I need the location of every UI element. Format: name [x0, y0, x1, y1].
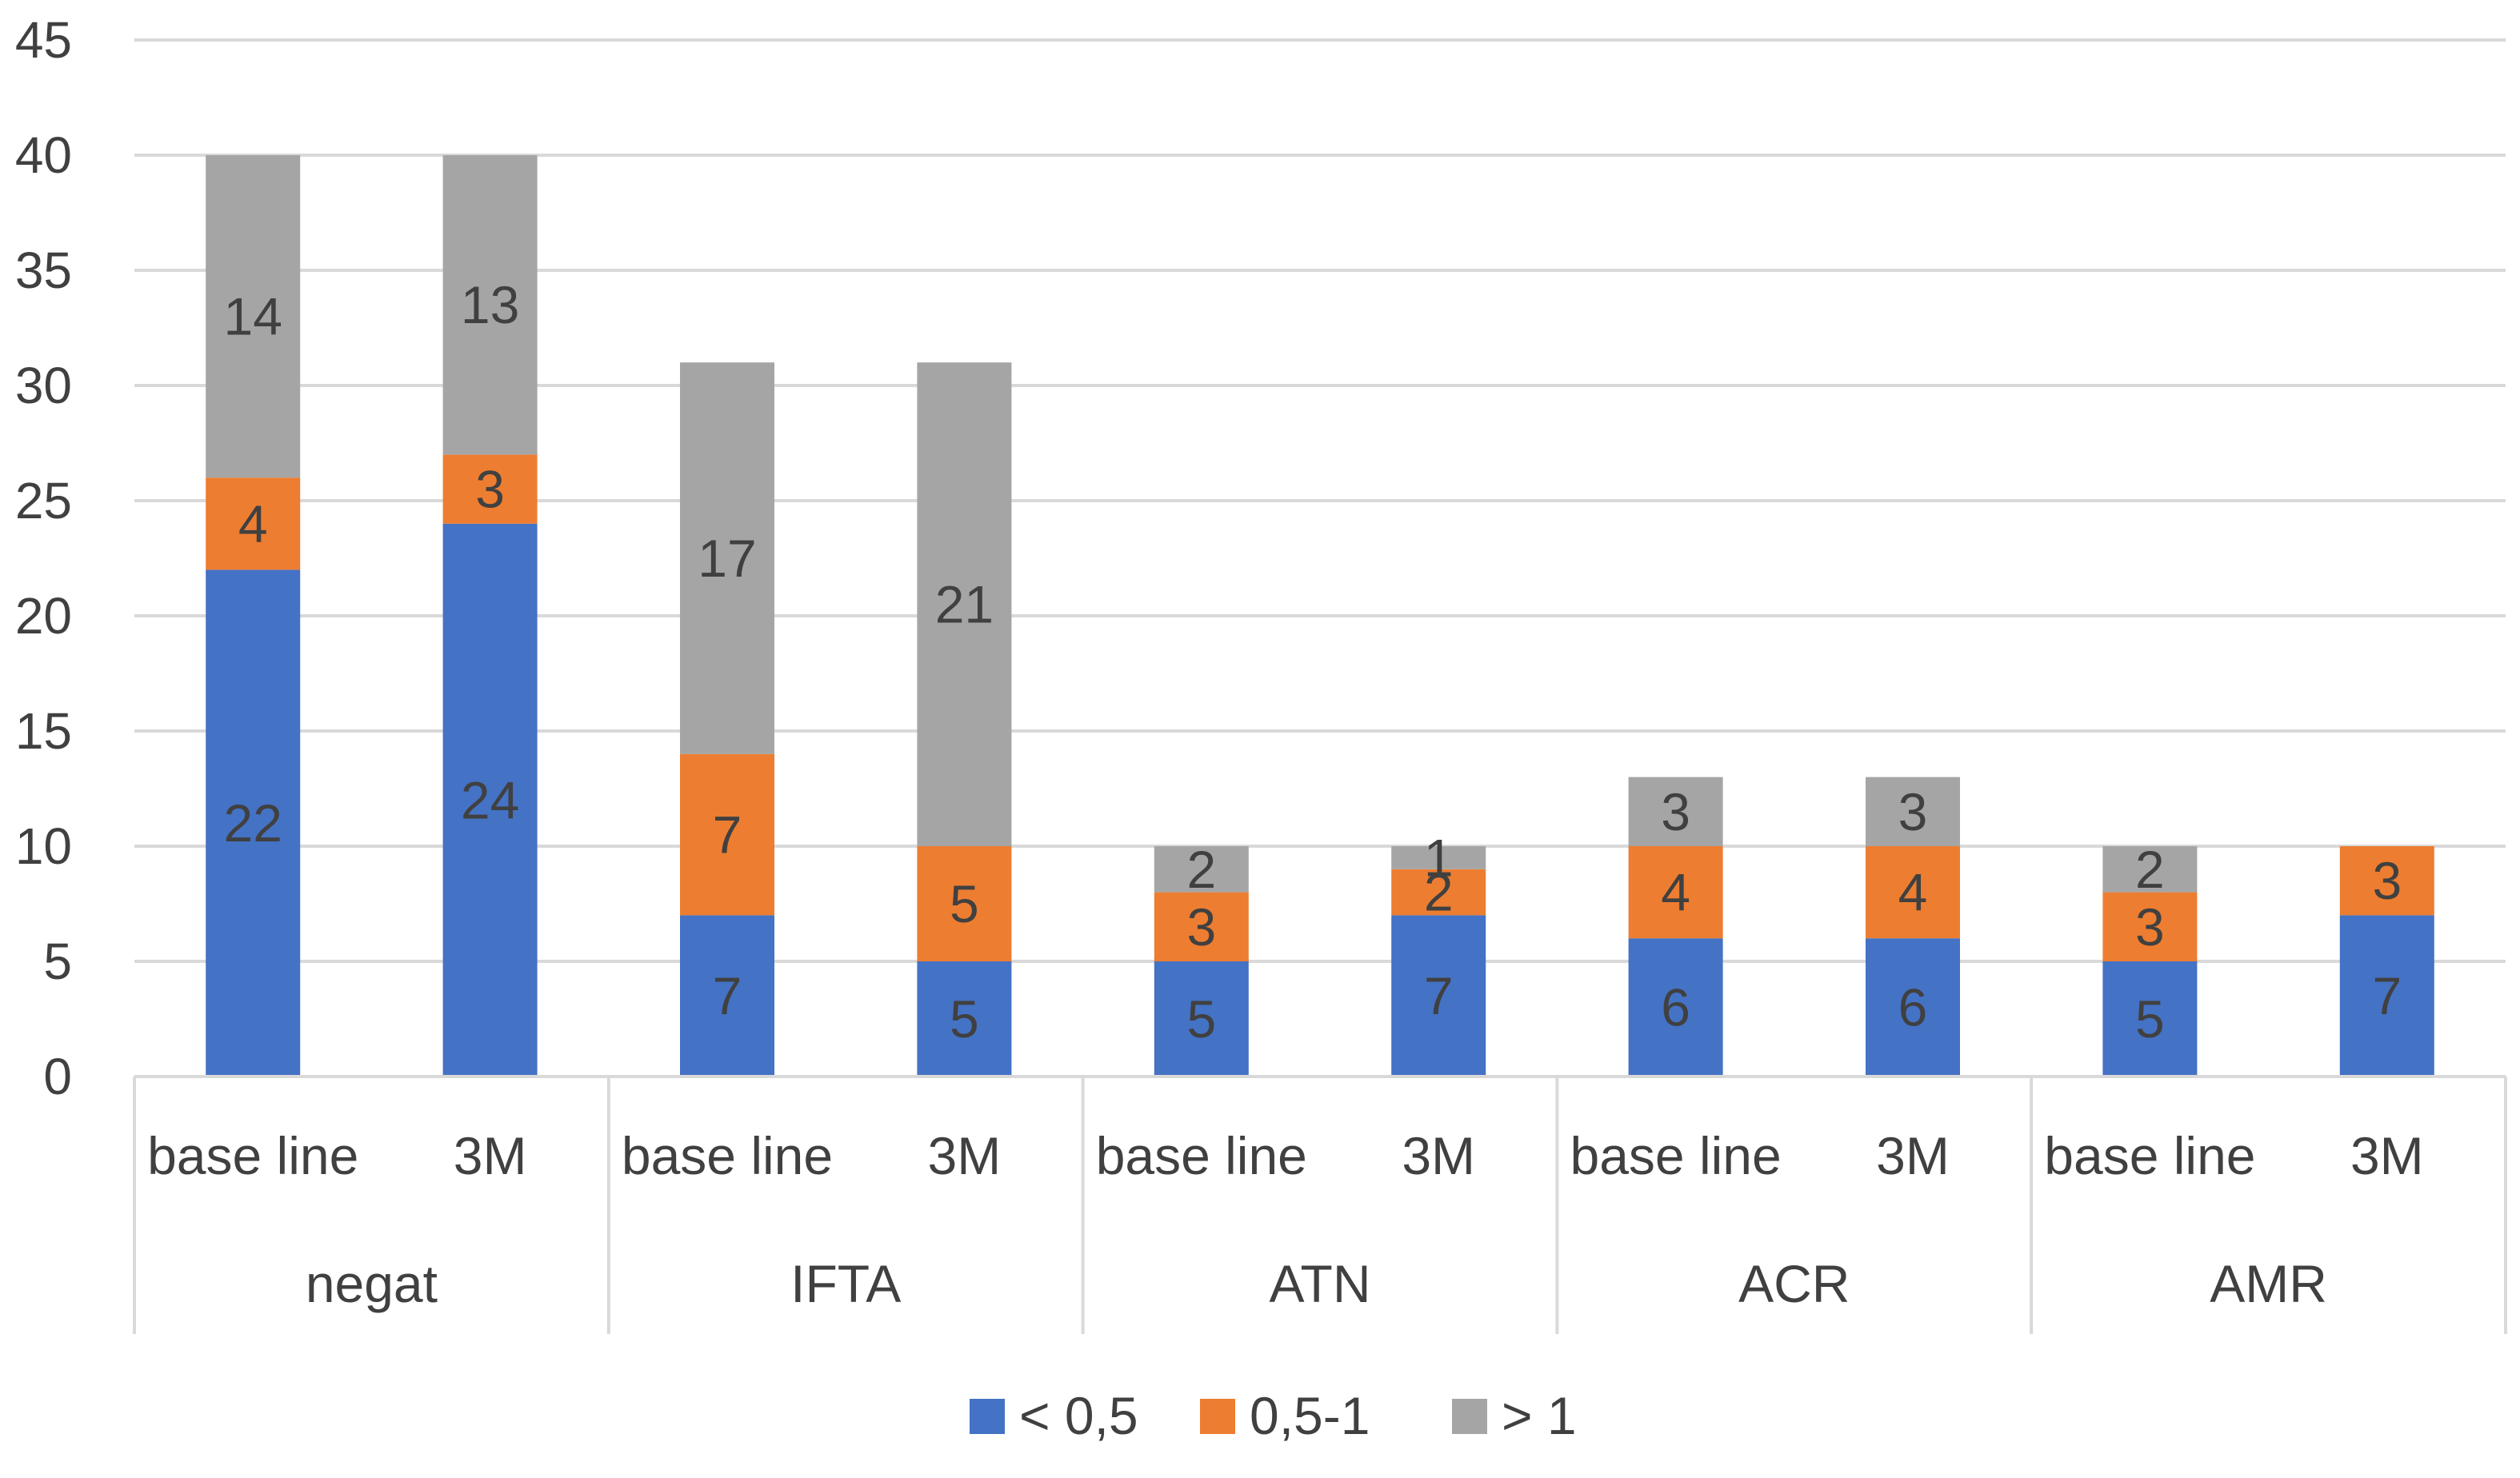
- bar-segment: [2339, 846, 2434, 916]
- data-label: 5: [2135, 989, 2165, 1049]
- x-category-label: base line: [2044, 1126, 2255, 1185]
- bar-segment: [206, 569, 301, 1077]
- bar-segment: [917, 846, 1012, 961]
- x-category-label: base line: [622, 1126, 833, 1185]
- bar-segment: [1628, 777, 1723, 846]
- data-label: 1: [1424, 828, 1454, 887]
- x-category-label: 3M: [928, 1126, 1002, 1185]
- data-label: 6: [1898, 978, 1928, 1037]
- bar-segment: [2102, 961, 2198, 1077]
- data-label: 4: [238, 494, 268, 553]
- y-tick-label: 5: [43, 933, 72, 990]
- legend-label: 0,5-1: [1250, 1386, 1370, 1445]
- x-category-label: 3M: [454, 1126, 527, 1185]
- bar-segment: [1391, 915, 1486, 1077]
- bar-segment: [680, 915, 774, 1077]
- legend-swatch: [1452, 1399, 1487, 1434]
- legend[interactable]: < 0,5 0,5-1 > 1: [970, 1386, 1577, 1445]
- data-label: 2: [1424, 863, 1454, 922]
- y-tick-label: 10: [15, 817, 72, 875]
- bar-segment: [917, 362, 1012, 846]
- data-label: 14: [223, 287, 282, 346]
- x-group-label: negat: [306, 1254, 438, 1313]
- y-tick-label: 25: [15, 472, 72, 529]
- bar-segment: [1866, 777, 1960, 846]
- x-category-label: 3M: [1402, 1126, 1475, 1185]
- legend-swatch: [1200, 1399, 1235, 1434]
- x-group-label: ACR: [1738, 1254, 1850, 1313]
- y-tick-label: 0: [43, 1048, 72, 1105]
- data-label: 22: [223, 793, 282, 853]
- data-label: 3: [2372, 851, 2402, 910]
- bar-segment: [206, 477, 301, 570]
- x-category-label: base line: [1096, 1126, 1307, 1185]
- bar-segment: [1628, 938, 1723, 1077]
- bar-segment: [1154, 846, 1249, 893]
- bar-segment: [680, 362, 774, 754]
- data-label: 4: [1898, 863, 1928, 922]
- x-group-label: AMR: [2210, 1254, 2327, 1313]
- bar-segment: [1154, 961, 1249, 1077]
- bar-segment: [1866, 938, 1960, 1077]
- data-label: 24: [461, 770, 519, 829]
- bar-segment: [917, 961, 1012, 1077]
- bar-segment: [1391, 869, 1486, 916]
- data-label: 3: [2135, 897, 2165, 957]
- data-label: 13: [461, 275, 519, 334]
- y-tick-label: 30: [15, 357, 72, 414]
- x-group-label: ATN: [1269, 1254, 1370, 1313]
- data-label: 5: [1186, 989, 1216, 1049]
- legend-item[interactable]: < 0,5: [970, 1386, 1138, 1445]
- bar-segment: [442, 454, 538, 524]
- data-label: 7: [713, 966, 742, 1025]
- data-label: 17: [698, 529, 756, 588]
- legend-item[interactable]: > 1: [1452, 1386, 1577, 1445]
- y-tick-label: 35: [15, 242, 72, 299]
- x-category-label: 3M: [1876, 1126, 1950, 1185]
- data-label: 4: [1661, 863, 1690, 922]
- x-category-label: 3M: [2350, 1126, 2424, 1185]
- bar-segment: [206, 155, 301, 478]
- bar-segment: [2339, 915, 2434, 1077]
- x-axis: base line 3M base line 3M base line 3M base li…: [133, 1075, 2507, 1334]
- bars: [206, 155, 2434, 1077]
- data-label: 6: [1661, 978, 1690, 1037]
- bar-segment: [1154, 892, 1249, 961]
- data-label: 7: [713, 805, 742, 865]
- bar-segment: [1391, 846, 1486, 869]
- y-tick-label: 45: [15, 11, 72, 69]
- y-tick-label: 40: [15, 126, 72, 184]
- x-group-label: IFTA: [790, 1254, 901, 1313]
- bar-segment: [442, 523, 538, 1077]
- data-label: 3: [1186, 897, 1216, 957]
- data-label: 7: [2372, 966, 2402, 1025]
- data-label: 5: [950, 989, 979, 1049]
- legend-label: > 1: [1502, 1386, 1577, 1445]
- x-category-label: base line: [1570, 1126, 1781, 1185]
- legend-item[interactable]: 0,5-1: [1200, 1386, 1370, 1445]
- y-axis-ticks: 0 5 10 15 20 25 30 35 40 45: [15, 11, 72, 1105]
- data-label: 2: [1186, 840, 1216, 899]
- legend-swatch: [970, 1399, 1005, 1434]
- data-label: 3: [1661, 782, 1690, 841]
- data-label: 5: [950, 874, 979, 933]
- x-category-label: base line: [147, 1126, 358, 1185]
- bar-segment: [2102, 846, 2198, 893]
- data-label: 3: [1898, 782, 1928, 841]
- y-tick-label: 20: [15, 587, 72, 645]
- legend-label: < 0,5: [1019, 1386, 1138, 1445]
- bar-segment: [442, 155, 538, 455]
- data-label: 21: [935, 575, 994, 634]
- bar-segment: [1866, 846, 1960, 939]
- data-label: 2: [2135, 840, 2165, 899]
- data-label: 7: [1424, 966, 1454, 1025]
- bar-segment: [680, 753, 774, 916]
- bar-segment: [2102, 892, 2198, 961]
- data-label: 3: [475, 460, 505, 519]
- y-tick-label: 15: [15, 702, 72, 760]
- bar-segment: [1628, 846, 1723, 939]
